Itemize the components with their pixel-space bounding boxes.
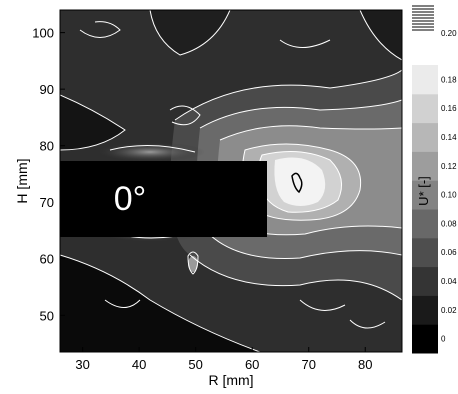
x-axis-label: R [mm]	[208, 372, 253, 388]
x-tick-label: 40	[132, 357, 146, 372]
colorbar-tick-label: 0.02	[441, 306, 457, 315]
colorbar-swatch	[412, 209, 438, 238]
y-tick-label: 100	[32, 26, 54, 41]
colorbar-tick-label: 0.06	[441, 248, 457, 257]
colorbar-top-lines	[412, 6, 434, 30]
x-tick-label: 60	[245, 357, 259, 372]
colorbar-swatch	[412, 65, 438, 94]
colorbar-swatch	[412, 295, 438, 324]
plot-area: 0°	[60, 10, 402, 352]
obstacle-box	[60, 161, 267, 237]
y-tick-label: 50	[40, 308, 54, 323]
x-tick-label: 80	[358, 357, 372, 372]
colorbar-swatch	[412, 324, 438, 353]
colorbar-tick-label: 0.20	[441, 29, 457, 38]
colorbar-swatch	[412, 267, 438, 296]
x-tick-label: 30	[75, 357, 89, 372]
y-axis-label: H [mm]	[14, 158, 30, 203]
colorbar-tick-label: 0.10	[441, 191, 457, 200]
colorbar-tick-label: 0.12	[441, 162, 457, 171]
y-tick-label: 80	[40, 139, 54, 154]
x-tick-label: 70	[301, 357, 315, 372]
colorbar-tick-label: 0.18	[441, 75, 457, 84]
colorbar-label: U* [-]	[416, 176, 431, 206]
colorbar-swatch	[412, 94, 438, 123]
angle-annotation: 0°	[114, 180, 147, 218]
colorbar: 0 0.02 0.04 0.06 0.08 0.10 0.12 0.14 0.16 0.18 0.2…	[412, 6, 457, 354]
colorbar-tick-label: 0.14	[441, 133, 457, 142]
colorbar-tick-label: 0.08	[441, 219, 457, 228]
colorbar-swatch	[412, 238, 438, 267]
colorbar-swatches	[412, 65, 438, 354]
y-tick-label: 70	[40, 195, 54, 210]
y-tick-label: 90	[40, 82, 54, 97]
y-tick-label: 60	[40, 252, 54, 267]
colorbar-tick-label: 0.04	[441, 277, 457, 286]
colorbar-tick-label: 0.16	[441, 104, 457, 113]
x-tick-label: 50	[188, 357, 202, 372]
colorbar-labels: 0 0.02 0.04 0.06 0.08 0.10 0.12 0.14 0.16 0.18 0.2…	[441, 29, 457, 344]
colorbar-swatch	[412, 123, 438, 152]
colorbar-tick-label: 0	[441, 335, 446, 344]
